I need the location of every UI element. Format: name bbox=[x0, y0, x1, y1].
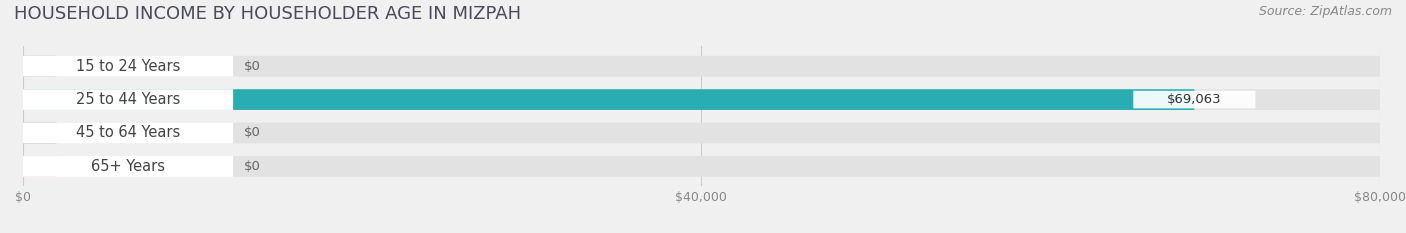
Text: $0: $0 bbox=[245, 127, 262, 140]
FancyBboxPatch shape bbox=[22, 156, 1379, 177]
FancyBboxPatch shape bbox=[1133, 91, 1256, 108]
FancyBboxPatch shape bbox=[22, 156, 233, 177]
FancyBboxPatch shape bbox=[22, 123, 1379, 143]
FancyBboxPatch shape bbox=[22, 89, 1379, 110]
FancyBboxPatch shape bbox=[22, 123, 233, 143]
Text: 65+ Years: 65+ Years bbox=[91, 159, 165, 174]
FancyBboxPatch shape bbox=[22, 56, 1379, 76]
Text: 45 to 64 Years: 45 to 64 Years bbox=[76, 126, 180, 140]
Text: $0: $0 bbox=[245, 160, 262, 173]
FancyBboxPatch shape bbox=[22, 56, 56, 76]
Text: Source: ZipAtlas.com: Source: ZipAtlas.com bbox=[1258, 5, 1392, 18]
Text: 15 to 24 Years: 15 to 24 Years bbox=[76, 59, 180, 74]
FancyBboxPatch shape bbox=[22, 123, 56, 143]
Text: $69,063: $69,063 bbox=[1167, 93, 1222, 106]
Text: $0: $0 bbox=[245, 60, 262, 73]
FancyBboxPatch shape bbox=[22, 156, 56, 177]
FancyBboxPatch shape bbox=[22, 89, 1194, 110]
Text: 25 to 44 Years: 25 to 44 Years bbox=[76, 92, 180, 107]
Text: HOUSEHOLD INCOME BY HOUSEHOLDER AGE IN MIZPAH: HOUSEHOLD INCOME BY HOUSEHOLDER AGE IN M… bbox=[14, 5, 522, 23]
FancyBboxPatch shape bbox=[22, 89, 233, 110]
FancyBboxPatch shape bbox=[22, 56, 233, 76]
